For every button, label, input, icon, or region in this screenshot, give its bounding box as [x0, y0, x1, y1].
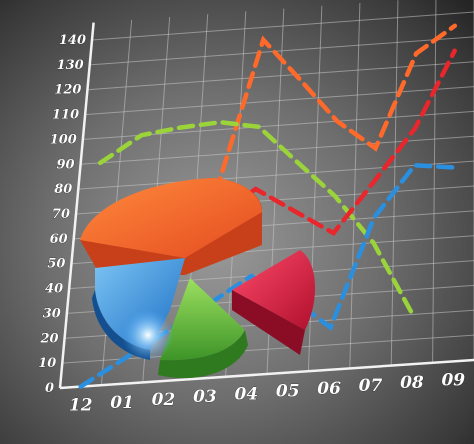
x-tick-label: 03 [193, 387, 217, 407]
y-tick-label: 70 [52, 207, 70, 222]
y-tick-label: 110 [52, 108, 79, 123]
x-axis-line [59, 358, 474, 390]
lens-flare [122, 309, 174, 361]
x-tick-label: 12 [69, 396, 93, 416]
x-tick-label: 04 [234, 384, 258, 404]
grid-line-vertical [432, 0, 437, 363]
y-tick-label: 20 [39, 331, 58, 346]
grid-line-horizontal [80, 135, 474, 165]
y-tick-label: 90 [56, 157, 74, 172]
grid-line-horizontal [78, 160, 474, 190]
pie-chart-3d [80, 178, 316, 379]
y-tick-label: 60 [50, 232, 68, 247]
y-tick-label: 140 [59, 33, 86, 48]
y-axis-line [58, 22, 95, 389]
chart-axes [58, 22, 474, 390]
x-axis-ticks: 12 01 02 03 04 05 06 07 08 09 [69, 370, 466, 416]
pie-slice-green [160, 278, 245, 361]
series-line-1 [97, 119, 415, 317]
grid-line-horizontal [89, 36, 474, 66]
x-tick-label: 09 [441, 370, 465, 390]
y-tick-label: 10 [38, 356, 56, 371]
y-tick-label: 130 [57, 58, 84, 73]
y-tick-label: 30 [43, 306, 61, 321]
pie-slice-pink-side [232, 290, 305, 355]
y-tick-label: 0 [45, 381, 54, 396]
y-tick-label: 100 [50, 132, 77, 147]
grid-line-horizontal [91, 11, 474, 41]
x-tick-label: 07 [359, 376, 383, 396]
y-tick-label: 80 [54, 182, 72, 197]
x-tick-label: 01 [110, 393, 134, 413]
grid-line-horizontal [87, 61, 474, 91]
x-tick-label: 08 [400, 373, 424, 393]
x-tick-label: 06 [317, 379, 341, 399]
grid-line-horizontal [82, 110, 474, 140]
grid-line-vertical [390, 0, 399, 366]
y-tick-label: 40 [45, 282, 63, 297]
x-tick-label: 02 [152, 390, 176, 410]
y-tick-label: 50 [47, 257, 65, 272]
pie-slice-blue [95, 258, 185, 350]
series-line-0 [213, 23, 458, 195]
pie-slice-pink [232, 250, 316, 330]
pie-slice-orange-top [80, 178, 262, 258]
y-axis-ticks: 0 10 20 30 40 50 60 70 80 90 100 110 120 130 140 [38, 33, 86, 397]
x-tick-label: 05 [276, 382, 300, 402]
grid-line-horizontal [85, 86, 474, 116]
pie-slice-green-side [158, 330, 248, 379]
y-tick-label: 120 [54, 83, 81, 98]
grid-line-vertical [349, 2, 361, 369]
